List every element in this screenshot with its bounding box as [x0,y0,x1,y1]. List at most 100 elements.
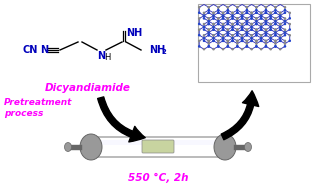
Circle shape [274,42,277,45]
Circle shape [274,23,277,25]
Circle shape [227,34,229,36]
Circle shape [236,23,239,25]
Circle shape [208,12,210,14]
Circle shape [241,17,243,20]
Circle shape [208,12,210,14]
Circle shape [264,45,267,48]
Circle shape [217,12,220,14]
Circle shape [260,37,263,39]
Circle shape [208,45,210,48]
Circle shape [246,45,248,48]
Circle shape [222,17,224,20]
Circle shape [284,23,286,25]
Circle shape [227,12,229,14]
Circle shape [208,20,210,22]
Circle shape [198,34,201,36]
Circle shape [264,20,267,22]
Circle shape [208,23,210,25]
Circle shape [227,23,229,25]
Circle shape [264,23,267,25]
Circle shape [208,17,210,20]
Circle shape [274,9,277,11]
Circle shape [255,17,258,20]
Circle shape [217,23,220,25]
Circle shape [222,34,224,37]
Circle shape [217,17,220,20]
Circle shape [274,45,277,48]
Circle shape [231,48,234,50]
Circle shape [264,40,267,42]
Circle shape [241,12,243,14]
Circle shape [269,26,272,28]
Circle shape [208,34,210,36]
Circle shape [236,12,239,14]
Circle shape [203,14,205,17]
Circle shape [260,28,263,31]
Circle shape [231,23,234,25]
Circle shape [208,20,210,23]
Bar [198,4,310,82]
Circle shape [279,37,282,40]
Bar [234,145,248,150]
Circle shape [241,40,243,42]
Circle shape [217,40,220,42]
Circle shape [203,37,205,40]
Circle shape [274,12,277,14]
Circle shape [289,23,291,25]
Circle shape [269,40,272,42]
Circle shape [241,28,243,31]
Circle shape [212,40,215,42]
Circle shape [269,34,272,37]
Circle shape [208,45,210,48]
Circle shape [241,26,243,28]
Circle shape [227,6,229,9]
Circle shape [227,28,229,31]
Circle shape [279,25,282,28]
Circle shape [274,28,277,31]
Circle shape [227,42,229,45]
Circle shape [250,37,253,39]
Circle shape [227,45,229,48]
Circle shape [236,40,239,42]
Circle shape [217,42,220,45]
Circle shape [241,48,243,50]
Circle shape [260,14,263,17]
Circle shape [236,9,239,11]
Circle shape [212,34,215,37]
Circle shape [260,37,263,40]
Circle shape [264,31,267,34]
Circle shape [279,14,282,17]
Circle shape [250,37,253,40]
Circle shape [217,34,220,36]
Circle shape [264,45,267,48]
Circle shape [255,40,258,42]
Circle shape [260,48,263,50]
Circle shape [284,20,286,22]
Circle shape [203,17,205,20]
Circle shape [279,23,282,25]
Circle shape [222,28,224,31]
Circle shape [269,12,272,14]
Circle shape [279,23,282,25]
Circle shape [260,40,263,42]
Circle shape [217,23,220,25]
Circle shape [250,34,253,37]
Circle shape [269,12,272,14]
Circle shape [246,45,248,48]
Circle shape [246,34,248,36]
Text: Pretreatment
process: Pretreatment process [4,98,72,118]
Circle shape [255,23,258,25]
Circle shape [255,40,258,42]
Text: N: N [97,51,105,61]
Circle shape [274,31,277,34]
Circle shape [284,12,286,14]
Circle shape [246,17,248,20]
Circle shape [260,12,263,14]
Circle shape [260,28,263,31]
Circle shape [289,28,291,31]
Circle shape [236,17,239,20]
Circle shape [250,25,253,28]
Circle shape [274,40,277,42]
Circle shape [217,17,220,20]
Circle shape [231,17,234,20]
